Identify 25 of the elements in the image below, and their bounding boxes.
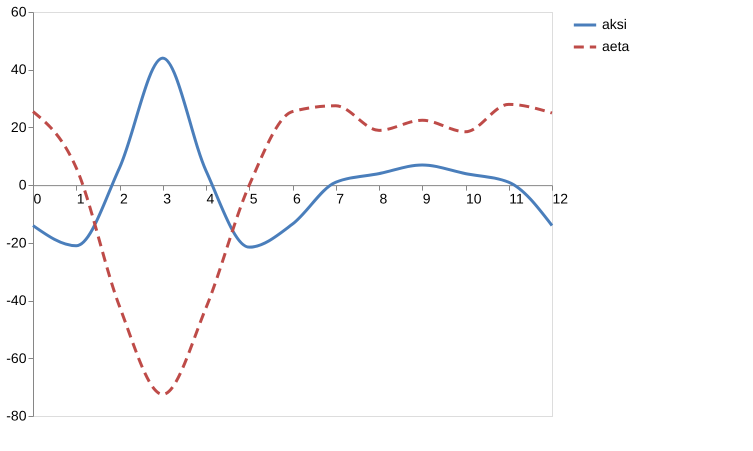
x-tick-label: 12 bbox=[552, 190, 568, 207]
x-tick-label: 9 bbox=[422, 190, 431, 207]
y-tick-label: -20 bbox=[6, 234, 27, 250]
y-tick-label: -80 bbox=[6, 408, 27, 424]
legend-label: aeta bbox=[602, 38, 630, 54]
y-tick-label: -60 bbox=[6, 350, 27, 366]
x-tick-label: 8 bbox=[380, 190, 388, 207]
y-tick-label: -40 bbox=[6, 292, 27, 308]
x-tick-label: 3 bbox=[163, 190, 172, 207]
y-tick-label: 60 bbox=[10, 4, 27, 20]
legend-label: aksi bbox=[602, 16, 627, 32]
x-tick-label: 7 bbox=[336, 190, 344, 207]
y-tick-label: 0 bbox=[18, 176, 27, 193]
x-tick-label: 0 bbox=[34, 190, 42, 207]
line-series bbox=[32, 56, 554, 249]
line-series bbox=[32, 102, 554, 396]
x-tick-label: 10 bbox=[466, 190, 482, 207]
x-tick-label: 1 bbox=[76, 190, 85, 207]
x-tick-label: 2 bbox=[120, 190, 128, 207]
x-tick-label: 4 bbox=[206, 190, 214, 207]
y-tick-label: 40 bbox=[10, 61, 27, 78]
y-tick-label: 20 bbox=[10, 118, 27, 135]
x-tick-label: 11 bbox=[509, 190, 524, 207]
x-tick-label: 5 bbox=[250, 190, 258, 207]
x-tick-label: 6 bbox=[293, 190, 301, 207]
